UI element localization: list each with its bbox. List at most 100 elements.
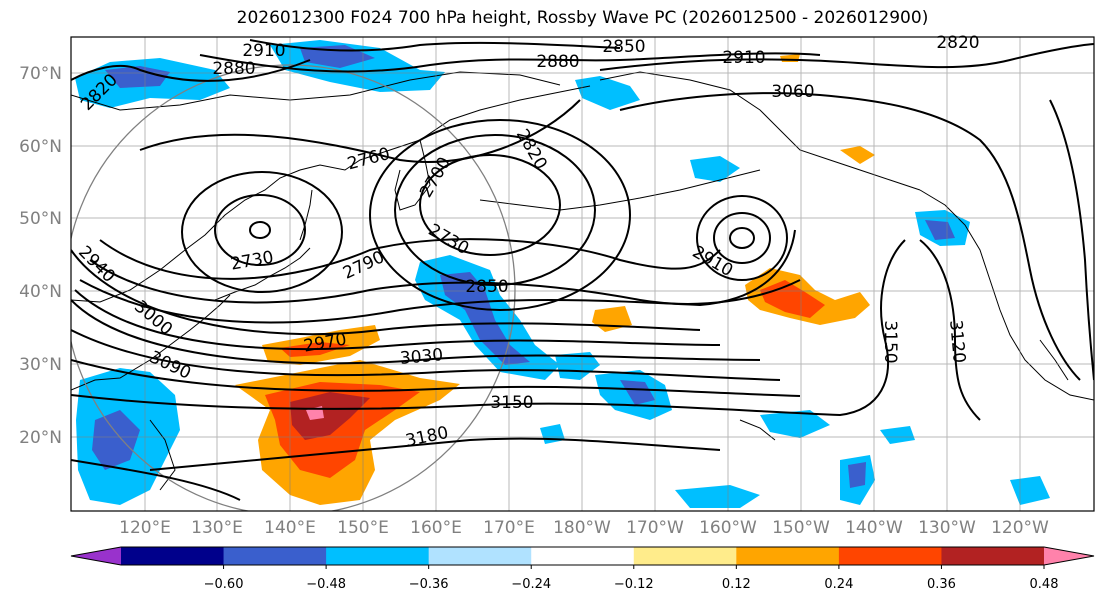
lon-label: 130°E xyxy=(191,518,243,538)
latitude-labels: 70°N 60°N 50°N 40°N 30°N 20°N xyxy=(19,64,62,448)
colorbar-extend-high xyxy=(1044,547,1094,565)
colorbar-tick-label: −0.12 xyxy=(614,577,654,592)
pos-shade-main-3 xyxy=(290,392,370,440)
coast-sakhalin xyxy=(299,189,313,241)
colorbar-swatch xyxy=(633,547,737,565)
lon-label: 150°E xyxy=(337,518,389,538)
neg-shade-nw-core xyxy=(105,66,170,88)
coast-baja xyxy=(1039,339,1069,381)
lon-label: 170°E xyxy=(483,518,535,538)
lon-label: 130°W xyxy=(918,518,976,538)
colorbar-swatch xyxy=(121,547,225,565)
colorbar-swatch xyxy=(223,547,327,565)
contour-2820 xyxy=(71,59,311,82)
neg-shade-se4 xyxy=(880,426,915,444)
contour-3120 xyxy=(919,239,981,421)
colorbar-tick-label: −0.36 xyxy=(409,577,449,592)
height-contours xyxy=(71,39,1094,501)
contour-2910-north xyxy=(599,43,1094,71)
contour-central-1 xyxy=(419,154,561,256)
longitude-labels: 120°E 130°E 140°E 150°E 160°E 170°E 180°… xyxy=(119,518,1049,538)
contour-west-1 xyxy=(214,194,306,266)
shading-negative xyxy=(75,40,1050,508)
contour-3000 xyxy=(71,299,761,365)
lon-label: 140°W xyxy=(845,518,903,538)
contour-label: 2910 xyxy=(722,48,765,68)
low-center-east xyxy=(729,227,755,249)
contour-central-3 xyxy=(369,119,631,311)
colorbar-swatch xyxy=(736,547,840,565)
lat-label: 30°N xyxy=(19,355,62,375)
contour-label: 2880 xyxy=(212,59,255,79)
low-center-west xyxy=(249,221,271,239)
contour-ne xyxy=(1049,99,1094,381)
colorbar-swatch xyxy=(941,547,1045,565)
colorbar-tick-label: 0.36 xyxy=(927,577,956,592)
coast-kamchatka xyxy=(394,139,431,211)
colorbar-swatch xyxy=(326,547,430,565)
contour-label: 3060 xyxy=(771,82,814,102)
contour-label: 2880 xyxy=(536,52,579,72)
colorbar: −0.60 −0.48 −0.36 −0.24 −0.12 0.12 0.24 0.36 0.4… xyxy=(70,546,1095,592)
contour-east-1 xyxy=(713,212,771,264)
contour-west-2 xyxy=(181,171,343,293)
contour-label: 2850 xyxy=(465,277,508,297)
lon-label: 120°W xyxy=(991,518,1049,538)
coast-aleutian xyxy=(479,169,761,211)
colorbar-tick-label: 0.24 xyxy=(824,577,853,592)
colorbar-tick-label: −0.24 xyxy=(511,577,551,592)
contour-label: 3150 xyxy=(880,320,900,363)
colorbar-tick-label: −0.48 xyxy=(306,577,346,592)
coast-alaska xyxy=(599,71,921,191)
lon-label: 180°W xyxy=(553,518,611,538)
contour-east-2 xyxy=(696,195,788,281)
figure-title: 2026012300 F024 700 hPa height, Rossby W… xyxy=(236,8,929,28)
neg-shade-sw-core xyxy=(92,410,140,470)
lat-label: 50°N xyxy=(19,209,62,229)
colorbar-tick-label: 0.48 xyxy=(1030,577,1059,592)
coastlines xyxy=(71,71,1094,491)
contour-2850-north xyxy=(249,39,621,52)
lon-label: 140°E xyxy=(264,518,316,538)
contour-label: 2820 xyxy=(936,33,979,53)
neg-shade-sibsea xyxy=(575,76,640,110)
lon-label: 160°W xyxy=(699,518,757,538)
lon-label: 120°E xyxy=(119,518,171,538)
map-frame xyxy=(70,36,1095,512)
lat-label: 70°N xyxy=(19,64,62,84)
lon-label: 150°W xyxy=(772,518,830,538)
pos-shade-ak xyxy=(840,146,875,164)
neg-shade-central-core xyxy=(440,272,530,365)
colorbar-tick-label: −0.60 xyxy=(204,577,244,592)
colorbar-tick-label: 0.12 xyxy=(722,577,751,592)
neg-shade-se1 xyxy=(760,410,830,438)
contour-2910-mid xyxy=(79,229,796,324)
neg-shade-east-core xyxy=(620,380,655,405)
contour-central-2 xyxy=(394,134,596,286)
coast-philippines xyxy=(149,419,176,491)
contour-label: 3120 xyxy=(945,319,969,364)
contour-3090 xyxy=(71,359,801,397)
influence-circle xyxy=(71,64,516,511)
contour-2970 xyxy=(74,289,721,351)
contour-2760 xyxy=(139,99,581,163)
neg-shade-mid xyxy=(555,352,600,380)
contour-label: 3150 xyxy=(490,393,533,413)
colorbar-swatch xyxy=(428,547,532,565)
contour-2940 xyxy=(71,249,701,336)
contour-label-group: 2910 2880 2850 2880 2910 3060 2820 2820 … xyxy=(74,33,979,451)
contour-3030 xyxy=(71,329,781,381)
contour-3180 xyxy=(149,437,721,471)
colorbar-outline xyxy=(70,546,1095,566)
contour-sw xyxy=(71,459,241,501)
contour-label: 3030 xyxy=(399,345,444,369)
coast-asia-south xyxy=(71,294,231,391)
colorbar-swatch xyxy=(838,547,942,565)
lon-label: 170°W xyxy=(626,518,684,538)
coast-asia-east xyxy=(71,85,591,303)
lon-label: 160°E xyxy=(410,518,462,538)
lat-label: 20°N xyxy=(19,428,62,448)
contour-label: 2850 xyxy=(602,37,645,57)
neg-shade-se2-core xyxy=(848,462,866,488)
